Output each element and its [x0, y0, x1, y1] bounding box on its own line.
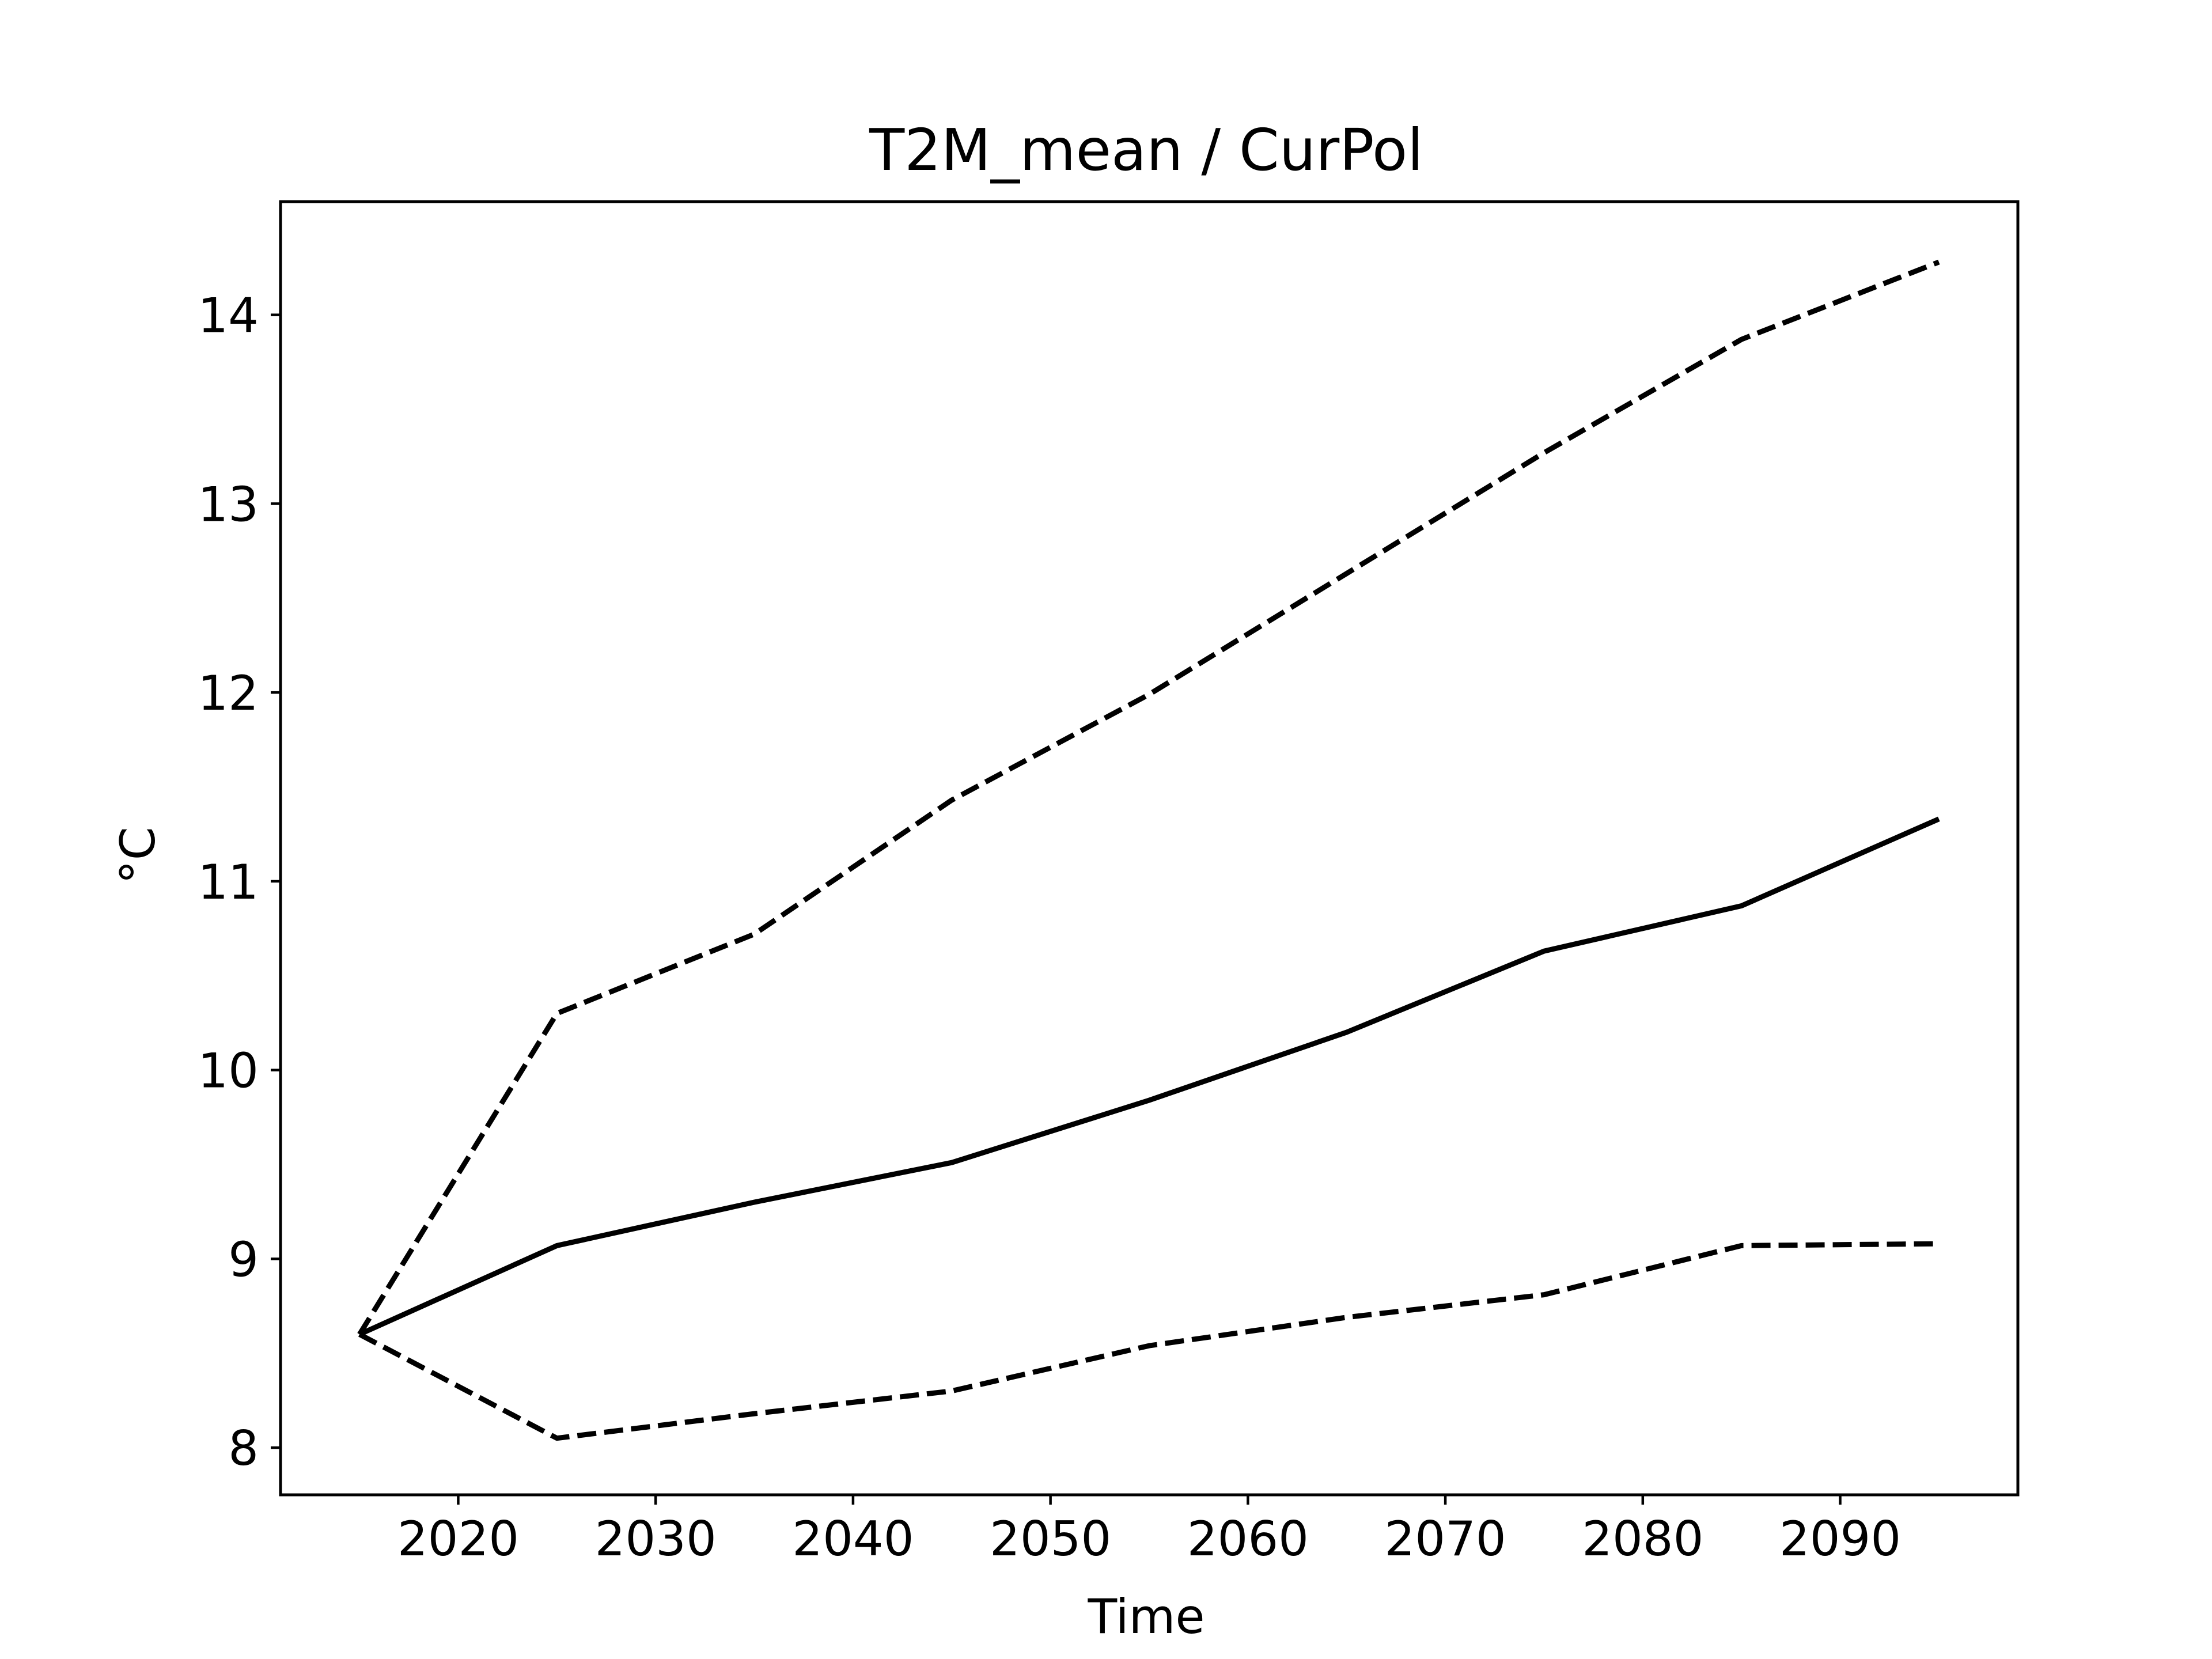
- y-tick-label: 14: [198, 288, 259, 344]
- x-tick-label: 2030: [595, 1511, 717, 1567]
- y-axis-label: °C: [110, 827, 166, 884]
- x-tick-label: 2070: [1384, 1511, 1506, 1567]
- plot-area: [279, 200, 2020, 1497]
- x-tick-label: 2020: [397, 1511, 519, 1567]
- y-tick-label: 11: [198, 854, 259, 910]
- series-line-3: [358, 1241, 1939, 1441]
- series-line-2: [358, 816, 1940, 1337]
- x-tick-label: 2050: [990, 1511, 1111, 1567]
- y-tick-label: 9: [228, 1232, 259, 1287]
- series-line-1: [357, 259, 1940, 1336]
- y-tick-label: 8: [228, 1421, 259, 1476]
- plot-frame: [279, 200, 2020, 1497]
- y-tick-label: 13: [198, 476, 259, 532]
- chart-title: T2M_mean / CurPol: [869, 116, 1423, 184]
- x-tick-label: 2090: [1779, 1511, 1901, 1567]
- y-axis: 8 9 10 11 12 13 14: [198, 288, 281, 1476]
- y-tick-label: 12: [198, 665, 259, 721]
- x-tick-label: 2060: [1187, 1511, 1309, 1567]
- x-axis: 2020 2030 2040 2050 2060 2070 2080 2090: [397, 1495, 1901, 1567]
- x-axis-label: Time: [1087, 1589, 1205, 1645]
- x-tick-label: 2080: [1582, 1511, 1703, 1567]
- y-tick-label: 10: [198, 1043, 259, 1099]
- x-tick-label: 2040: [792, 1511, 914, 1567]
